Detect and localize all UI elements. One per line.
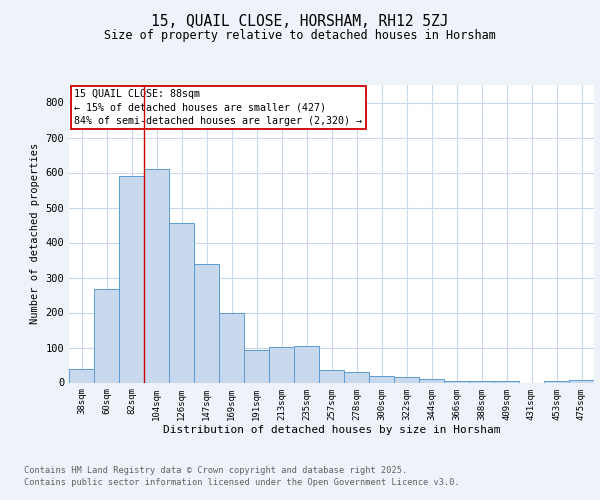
Bar	[319, 370, 344, 382]
Bar	[169, 223, 194, 382]
Bar	[294, 346, 319, 383]
Text: Contains public sector information licensed under the Open Government Licence v3: Contains public sector information licen…	[24, 478, 460, 487]
Text: Contains HM Land Registry data © Crown copyright and database right 2025.: Contains HM Land Registry data © Crown c…	[24, 466, 407, 475]
Bar	[344, 372, 369, 382]
Bar	[444, 381, 469, 382]
Bar	[244, 350, 269, 382]
Bar	[219, 312, 244, 382]
Bar	[569, 380, 594, 382]
Bar	[369, 376, 394, 382]
Text: Size of property relative to detached houses in Horsham: Size of property relative to detached ho…	[104, 29, 496, 42]
Bar	[119, 176, 144, 382]
Bar	[144, 169, 169, 382]
X-axis label: Distribution of detached houses by size in Horsham: Distribution of detached houses by size …	[163, 425, 500, 435]
Bar	[394, 377, 419, 382]
Bar	[469, 381, 494, 382]
Bar	[419, 379, 444, 382]
Bar	[69, 369, 94, 382]
Bar	[94, 289, 119, 382]
Text: 15 QUAIL CLOSE: 88sqm
← 15% of detached houses are smaller (427)
84% of semi-det: 15 QUAIL CLOSE: 88sqm ← 15% of detached …	[74, 90, 362, 126]
Bar	[269, 347, 294, 382]
Bar	[544, 381, 569, 382]
Bar	[494, 381, 519, 382]
Bar	[194, 264, 219, 382]
Y-axis label: Number of detached properties: Number of detached properties	[30, 143, 40, 324]
Text: 15, QUAIL CLOSE, HORSHAM, RH12 5ZJ: 15, QUAIL CLOSE, HORSHAM, RH12 5ZJ	[151, 14, 449, 29]
